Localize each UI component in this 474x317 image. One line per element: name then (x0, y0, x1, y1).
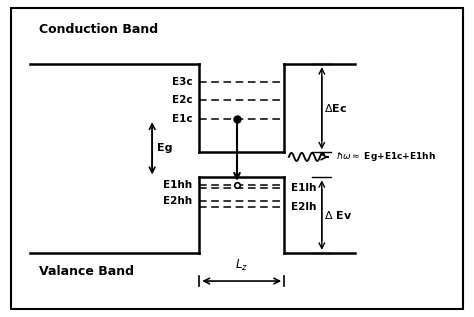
Text: E1c: E1c (172, 114, 192, 124)
Text: E2lh: E2lh (291, 202, 317, 212)
Text: $\hbar\omega \approx$ Eg+E1c+E1hh: $\hbar\omega \approx$ Eg+E1c+E1hh (336, 151, 436, 164)
Text: E3c: E3c (172, 76, 192, 87)
Text: $\Delta$ Ev: $\Delta$ Ev (324, 209, 352, 221)
Text: Valance Band: Valance Band (39, 265, 134, 278)
Text: $\Delta$Ec: $\Delta$Ec (324, 102, 347, 114)
Text: Conduction Band: Conduction Band (39, 23, 158, 36)
Text: $L_z$: $L_z$ (235, 258, 248, 273)
Text: E1lh: E1lh (291, 183, 317, 193)
Text: Eg: Eg (157, 143, 173, 153)
Text: E1hh: E1hh (163, 180, 192, 190)
Text: E2hh: E2hh (163, 196, 192, 206)
Text: E2c: E2c (172, 95, 192, 105)
